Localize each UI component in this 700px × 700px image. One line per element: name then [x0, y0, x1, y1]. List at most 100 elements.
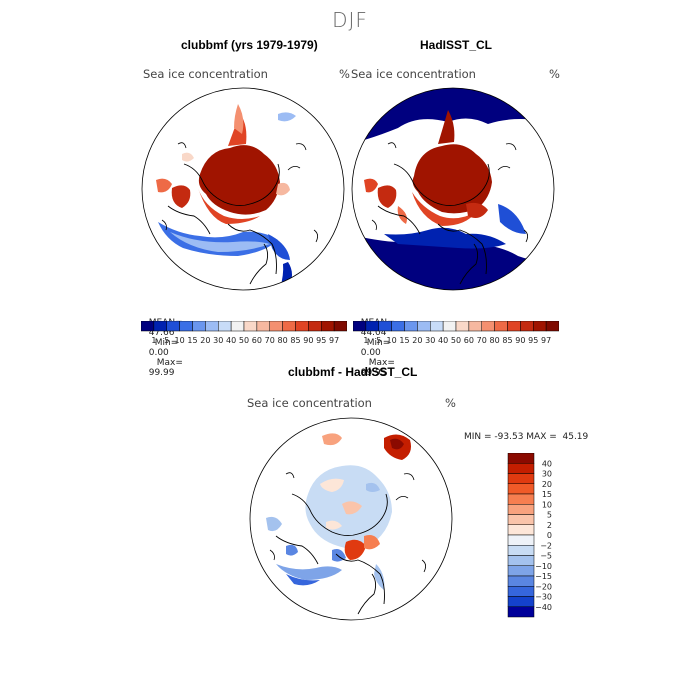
diff-colorbar-swatch: [507, 493, 535, 505]
colorbar-tick-label: 60: [464, 336, 474, 345]
diff-title: clubbmf - HadISST_CL: [288, 365, 418, 379]
colorbar-tick-label: 5: [164, 336, 169, 345]
colorbar-swatch: [141, 321, 155, 332]
colorbar-tick-label: 60: [252, 336, 262, 345]
colorbar-tick-label: 85: [502, 336, 512, 345]
panel-2-min-label: Min=: [366, 338, 391, 348]
diff-colorbar-tick-label: −2: [540, 541, 552, 550]
colorbar-tick-label: 10: [387, 336, 397, 345]
diff-colorbar-swatch: [507, 524, 535, 536]
colorbar-swatch: [308, 321, 322, 332]
diff-min-max: MIN = -93.53 MAX = 45.19: [464, 432, 589, 442]
colorbar-swatch: [520, 321, 534, 332]
model-colorbar: 1 5 10 15 20 30 40 50 60 70 80 85 90 95 97: [141, 321, 347, 345]
colorbar-swatch: [269, 321, 283, 332]
colorbar-tick-label: 20: [200, 336, 210, 345]
colorbar-swatch: [481, 321, 495, 332]
colorbar-swatch: [166, 321, 180, 332]
panel-2-unit: %: [549, 67, 560, 81]
diff-colorbar-swatch: [507, 453, 535, 464]
colorbar-tick-label: 50: [239, 336, 249, 345]
colorbar-tick-label: 70: [265, 336, 275, 345]
colorbar-swatch: [468, 321, 482, 332]
panel-1-mean: 47.66: [148, 328, 175, 338]
colorbar-tick-label: 50: [451, 336, 461, 345]
diff-colorbar-swatch: [507, 565, 535, 577]
diff-colorbar-tick-label: 2: [547, 521, 552, 530]
obs-colorbar: 1 5 10 15 20 30 40 50 60 70 80 85 90 95 97: [353, 321, 559, 345]
diff-colorbar-tick-label: −20: [535, 582, 552, 591]
diff-colorbar-swatch: [507, 463, 535, 474]
colorbar-tick-label: 5: [376, 336, 381, 345]
panel-1-variable: Sea ice concentration: [143, 67, 268, 81]
colorbar-swatch: [256, 321, 270, 332]
season-title: DJF: [332, 8, 368, 32]
panel-1-unit: %: [339, 67, 350, 81]
colorbar-tick-label: 80: [278, 336, 288, 345]
diff-colorbar-swatch: [507, 483, 535, 495]
panel-2-max-label: Max=: [368, 358, 395, 368]
colorbar-swatch: [353, 321, 367, 332]
panel-2-title: HadISST_CL: [420, 38, 493, 52]
colorbar-swatch: [378, 321, 392, 332]
colorbar-tick-label: 20: [412, 336, 422, 345]
diff-colorbar-tick-label: −15: [535, 572, 552, 581]
model-polar-map: [141, 87, 345, 291]
colorbar-swatch: [205, 321, 219, 332]
diff-colorbar-swatch: [507, 586, 535, 597]
colorbar-swatch: [545, 321, 559, 332]
diff-colorbar-tick-label: −30: [535, 593, 552, 602]
panel-1-max: 99.99: [148, 368, 175, 378]
colorbar-tick-label: 97: [329, 336, 339, 345]
diff-colorbar-swatch: [507, 575, 535, 587]
colorbar-tick-label: 95: [316, 336, 326, 345]
diff-colorbar-swatch: [507, 504, 535, 515]
diff-colorbar-tick-label: 15: [542, 490, 552, 499]
diff-unit: %: [445, 396, 456, 410]
difference-polar-map: [249, 417, 453, 621]
colorbar-tick-label: 97: [541, 336, 551, 345]
panel-1-title: clubbmf (yrs 1979-1979): [181, 38, 318, 52]
panel-2-min: 0.00: [360, 348, 381, 358]
colorbar-swatch: [404, 321, 418, 332]
colorbar-swatch: [494, 321, 508, 332]
diff-colorbar-swatch: [507, 473, 535, 484]
diff-colorbar-tick-label: −40: [535, 603, 552, 612]
diff-colorbar-tick-label: 40: [542, 459, 552, 468]
colorbar-tick-label: 1: [363, 336, 368, 345]
colorbar-tick-label: 30: [213, 336, 223, 345]
colorbar-swatch: [295, 321, 309, 332]
colorbar-swatch: [533, 321, 547, 332]
colorbar-swatch: [442, 321, 457, 332]
colorbar-swatch: [321, 321, 335, 332]
colorbar-swatch: [507, 321, 521, 332]
diff-colorbar-tick-label: 20: [542, 480, 552, 489]
diff-variable: Sea ice concentration: [247, 396, 372, 410]
colorbar-swatch: [192, 321, 206, 332]
diff-colorbar-tick-label: 0: [547, 531, 552, 540]
diff-colorbar-tick-label: 30: [542, 470, 552, 479]
diff-colorbar-tick-label: 10: [542, 500, 552, 509]
colorbar-swatch: [430, 321, 444, 332]
colorbar-tick-label: 85: [290, 336, 300, 345]
diff-colorbar-tick-label: −5: [540, 552, 552, 561]
colorbar-swatch: [243, 321, 258, 332]
diff-colorbar-tick-label: 5: [547, 511, 552, 520]
diff-colorbar-swatch: [507, 606, 535, 618]
colorbar-tick-label: 30: [425, 336, 435, 345]
colorbar-tick-label: 15: [187, 336, 197, 345]
diff-colorbar-tick-label: −10: [535, 562, 552, 571]
panel-2-max: 99.95: [360, 368, 387, 378]
colorbar-swatch: [153, 321, 167, 332]
panel-2-variable: Sea ice concentration: [351, 67, 476, 81]
colorbar-swatch: [417, 321, 431, 332]
diff-colorbar-swatch: [507, 555, 535, 566]
colorbar-tick-label: 15: [399, 336, 409, 345]
colorbar-swatch: [282, 321, 296, 332]
colorbar-tick-label: 1: [151, 336, 156, 345]
diff-colorbar-swatch: [507, 534, 535, 546]
diff-colorbar-swatch: [507, 545, 535, 556]
diff-colorbar-swatch: [507, 514, 535, 525]
panel-2-mean: 44.04: [360, 328, 387, 338]
